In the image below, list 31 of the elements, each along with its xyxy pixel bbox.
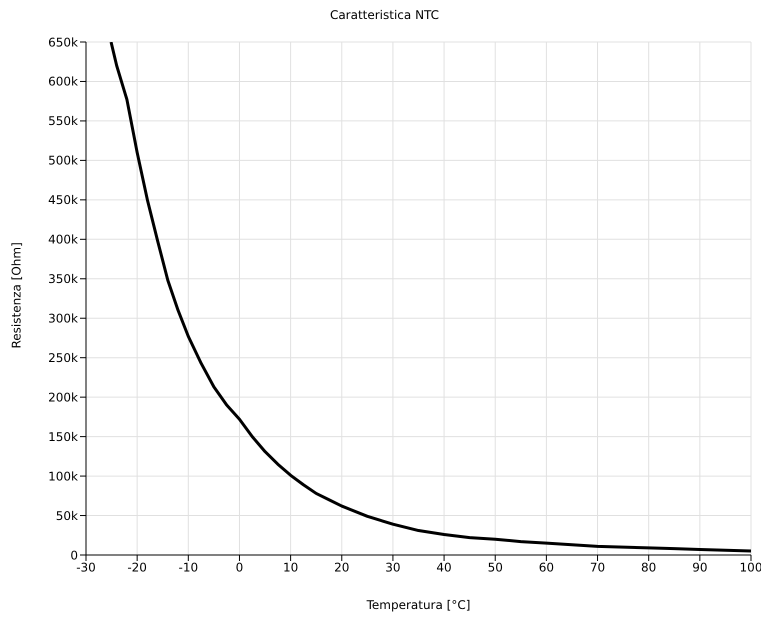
x-tick-label: 0	[236, 560, 244, 575]
line-series	[110, 42, 751, 553]
x-tick-label: 10	[282, 560, 298, 575]
y-tick-label: 100k	[48, 469, 78, 484]
x-tick-label: 30	[385, 560, 401, 575]
x-tick-label: 40	[436, 560, 452, 575]
x-tick-label: -30	[76, 560, 96, 575]
y-tick-label: 300k	[48, 311, 78, 326]
chart-title: Caratteristica NTC	[328, 8, 440, 24]
y-tick-label: 600k	[48, 74, 78, 89]
y-tick-label: 350k	[48, 272, 78, 286]
y-tick-label: 400k	[48, 232, 78, 247]
x-tick-label: -10	[178, 560, 198, 575]
x-tick-label: 20	[334, 560, 350, 575]
y-tick-label: 450k	[48, 193, 78, 208]
y-tick-label: 150k	[48, 430, 78, 444]
y-tick-label: 250k	[48, 350, 78, 365]
y-tick-label: 50k	[56, 508, 78, 523]
y-tick-label: 200k	[48, 390, 78, 404]
x-tick-label: 90	[692, 560, 708, 575]
x-tick-label: 60	[538, 560, 554, 575]
x-tick-label: 80	[641, 560, 656, 575]
x-tick-label: 50	[488, 560, 503, 575]
y-tick-label: 500k	[48, 154, 78, 168]
x-tick-label: 70	[590, 560, 606, 575]
y-tick-label: 550k	[48, 114, 78, 128]
y-axis-title: Resistenza [Ohm]	[9, 242, 24, 348]
x-axis-title: Temperatura [°C]	[366, 598, 470, 612]
y-tick-label: 0	[70, 548, 78, 562]
y-tick-label: 650k	[48, 35, 78, 50]
x-tick-label: -20	[127, 560, 147, 575]
